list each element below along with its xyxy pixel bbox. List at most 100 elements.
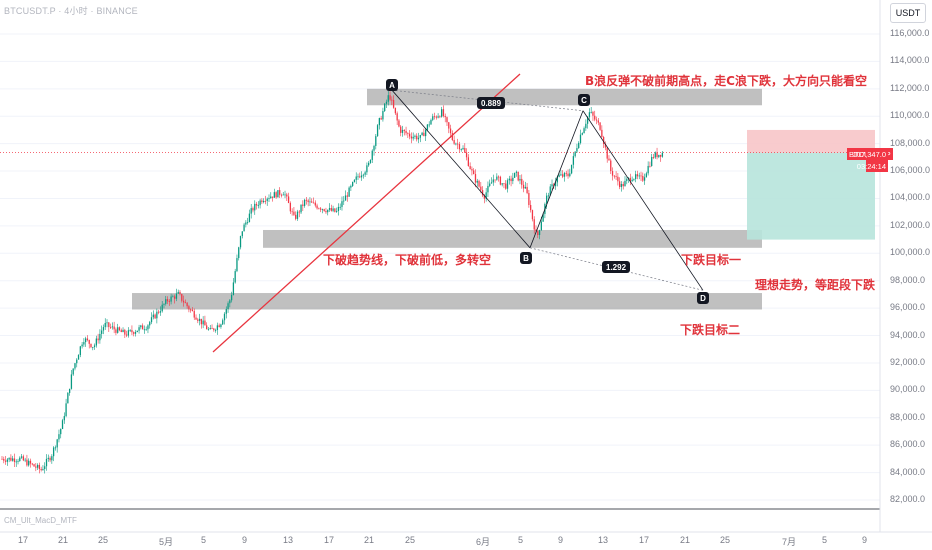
candle-body [538,230,541,236]
candle-body [127,330,130,336]
candle-body [352,182,354,186]
candle-body [70,374,73,389]
candle-body [28,460,30,466]
candle-body [366,165,368,173]
candle-body [214,330,217,331]
candle-body [168,301,170,303]
candle-body [574,151,576,157]
candle-body [647,165,649,174]
candle-body [485,192,487,199]
candle-body [341,201,343,207]
candle-body [72,368,74,375]
x-tick-label: 21 [58,535,69,545]
y-tick-label: 104,000.0 [890,192,931,203]
candle-body [101,330,103,334]
candle-body [234,271,236,283]
candle-body [58,434,60,440]
candle-body [615,176,617,177]
candle-body [200,318,203,325]
candle-body [302,204,304,206]
candle-body [143,329,146,331]
candle-body [225,309,227,314]
candle-body [378,118,381,126]
candle-body [26,459,28,466]
candle-body [280,194,283,196]
candle-body [307,200,309,203]
candle-body [350,185,352,188]
candle-body [118,327,121,331]
candle-body [309,201,311,203]
candle-body [638,175,640,177]
candle-body [259,200,261,206]
candle-body [408,133,411,137]
candle-body [473,170,475,175]
candle-body [124,329,126,335]
candle-body [3,458,5,461]
x-tick-label: 21 [680,535,691,545]
candle-body [581,133,583,135]
y-tick-label: 92,000.0 [890,356,926,367]
candle-body [156,311,158,319]
y-tick-label: 94,000.0 [890,329,926,340]
currency-selector[interactable]: USDT [890,3,926,23]
candle-body [496,176,498,180]
candle-body [501,183,503,185]
candle-body [120,330,122,333]
candle-body [428,124,430,126]
candle-body [469,166,471,170]
candle-body [204,320,206,326]
candle-body [209,328,211,329]
candle-body [179,291,181,295]
indicator-label[interactable]: CM_Ult_MacD_MTF [4,516,77,525]
candle-body [585,123,587,129]
candle-body [216,325,219,331]
candle-body [560,174,562,176]
stop-loss-zone [747,129,875,153]
y-tick-label: 110,000.0 [890,110,930,121]
candle-body [506,180,509,189]
candle-body [569,173,571,177]
candle-body [193,311,195,318]
candle-body [136,330,138,332]
candle-body [513,172,516,178]
candle-body [403,129,405,131]
candle-body [220,324,222,328]
candle-body [122,329,124,333]
candle-body [453,140,455,144]
candle-body [474,174,477,183]
candle-body [652,157,655,158]
candle-body [47,457,49,459]
candle-body [83,342,85,345]
candle-body [250,208,252,214]
candle-body [476,180,478,183]
candle-body [435,116,437,118]
y-tick-label: 82,000.0 [890,494,926,504]
candle-body [642,175,644,181]
last-price-tag: 107,347.0 [852,148,888,160]
candle-body [554,182,557,187]
y-tick-label: 102,000.0 [890,219,931,230]
candle-body [172,296,174,298]
candle-body [277,190,279,198]
candle-body [448,122,450,129]
candle-body [270,196,272,199]
candle-body [191,309,194,312]
candle-body [77,354,80,360]
candle-body [284,194,286,196]
symbol-header[interactable]: BTCUSDT.P · 4小时 · BINANCE [4,6,138,16]
x-tick-label: 17 [18,535,29,545]
candle-body [489,183,491,186]
ratio-label-bc: 0.889 [477,97,506,109]
x-tick-label: 5 [518,535,524,545]
candle-body [629,177,631,182]
candle-body [182,300,185,303]
candle-body [186,302,188,307]
candle-body [159,311,162,313]
y-tick-label: 88,000.0 [890,411,926,422]
candle-body [150,317,153,323]
candle-body [597,120,599,123]
candle-body [152,314,154,318]
candle-body [355,176,357,180]
candle-body [296,211,299,219]
